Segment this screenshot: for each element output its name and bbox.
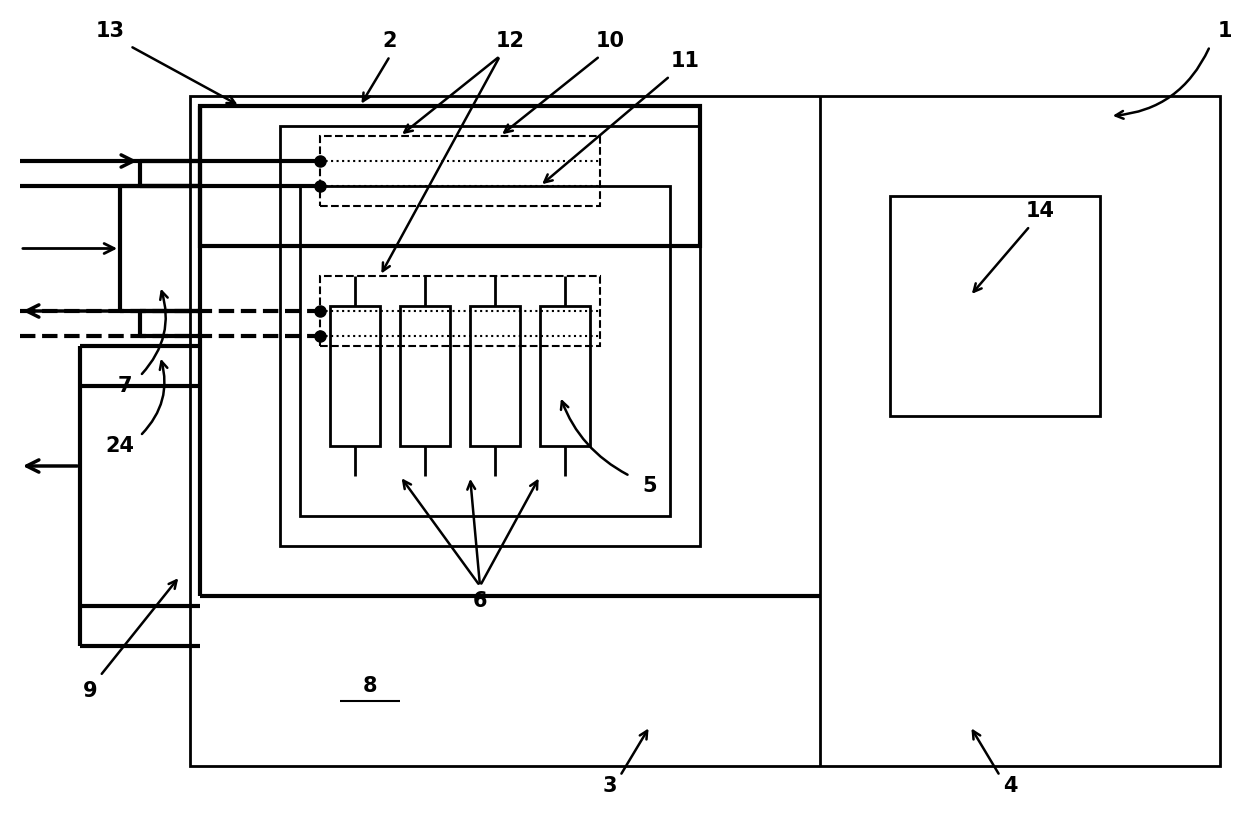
Text: 5: 5	[642, 476, 657, 496]
Text: 4: 4	[1003, 776, 1017, 796]
Text: 14: 14	[1025, 201, 1054, 221]
Text: 1: 1	[1218, 21, 1233, 41]
Text: 7: 7	[118, 376, 133, 396]
Bar	[470, 306, 520, 446]
Text: 10: 10	[595, 31, 625, 51]
Text: 24: 24	[105, 436, 134, 456]
Text: 6: 6	[472, 591, 487, 611]
Bar	[320, 136, 600, 206]
Text: 9: 9	[83, 681, 97, 701]
Bar	[330, 306, 379, 446]
Bar	[280, 126, 701, 546]
Text: 11: 11	[671, 51, 699, 71]
Bar	[300, 186, 670, 516]
Bar	[539, 306, 590, 446]
Text: 3: 3	[603, 776, 618, 796]
Bar	[320, 276, 600, 346]
Text: 8: 8	[363, 676, 377, 696]
Bar	[890, 196, 1100, 416]
Text: 12: 12	[496, 31, 525, 51]
Bar	[401, 306, 450, 446]
Text: 2: 2	[383, 31, 397, 51]
Bar	[200, 106, 701, 246]
Bar	[190, 96, 1220, 766]
Text: 13: 13	[95, 21, 124, 41]
